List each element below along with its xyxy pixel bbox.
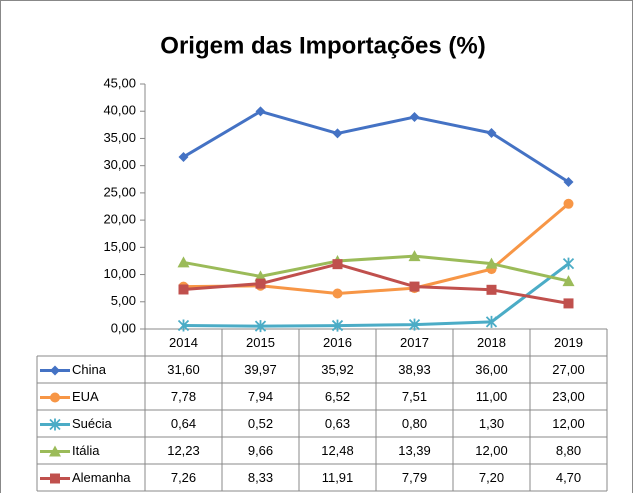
marker [563, 177, 574, 187]
legend-marker [49, 418, 61, 431]
table-value: 7,20 [479, 470, 504, 485]
x-tick-label: 2015 [246, 335, 275, 350]
x-tick-label: 2018 [477, 335, 506, 350]
table-value: 12,00 [552, 416, 585, 431]
legend-marker [50, 473, 60, 484]
table-value: 12,00 [475, 443, 508, 458]
marker [178, 284, 189, 295]
table-value: 6,52 [325, 389, 350, 404]
x-tick-label: 2019 [554, 335, 583, 350]
series-line [183, 254, 569, 283]
marker [332, 128, 343, 139]
table-value: 8,33 [248, 470, 273, 485]
y-tick-label: 25,00 [103, 184, 136, 199]
table-value: 7,78 [171, 389, 196, 404]
marker [562, 275, 575, 287]
y-tick-label: 15,00 [103, 239, 136, 254]
marker [178, 151, 189, 162]
table-value: 4,70 [556, 470, 581, 485]
table-value: 0,52 [248, 416, 273, 431]
marker [177, 256, 190, 268]
table-value: 7,51 [402, 389, 427, 404]
y-tick-label: 20,00 [103, 212, 136, 227]
y-tick-label: 40,00 [103, 103, 136, 118]
table-value: 13,39 [398, 443, 431, 458]
table-value: 9,66 [248, 443, 273, 458]
legend-label: China [72, 362, 107, 377]
table-value: 7,94 [248, 389, 273, 404]
marker [409, 112, 420, 123]
table-value: 0,80 [402, 416, 427, 431]
marker [255, 106, 266, 117]
marker [254, 320, 267, 333]
table-value: 35,92 [321, 362, 354, 377]
marker [331, 319, 344, 332]
table-value: 7,26 [171, 470, 196, 485]
marker [332, 288, 343, 299]
y-tick-label: 5,00 [111, 293, 136, 308]
marker [562, 257, 575, 270]
y-tick-label: 35,00 [103, 130, 136, 145]
series-line [183, 262, 569, 305]
table-value: 0,63 [325, 416, 350, 431]
legend-label: EUA [72, 389, 99, 404]
y-tick-label: 10,00 [103, 266, 136, 281]
legend-marker [50, 365, 60, 376]
table-value: 12,23 [167, 443, 200, 458]
table-value: 1,30 [479, 416, 504, 431]
legend-label: Itália [72, 443, 100, 458]
marker [486, 128, 497, 138]
marker [177, 319, 190, 332]
legend-label: Alemanha [72, 470, 131, 485]
table-value: 0,64 [171, 416, 196, 431]
marker [563, 198, 574, 209]
table-value: 38,93 [398, 362, 431, 377]
table-value: 36,00 [475, 362, 508, 377]
table-value: 8,80 [556, 443, 581, 458]
y-tick-label: 45,00 [103, 75, 136, 90]
table-value: 7,79 [402, 470, 427, 485]
table-value: 12,48 [321, 443, 354, 458]
table-value: 31,60 [167, 362, 200, 377]
chart-title: Origem das Importações (%) [160, 32, 485, 59]
marker [408, 318, 421, 331]
table-value: 39,97 [244, 362, 277, 377]
series-line [182, 109, 570, 184]
legend-label: Suécia [72, 416, 113, 431]
y-tick-label: 0,00 [111, 320, 136, 335]
table-value: 11,91 [322, 470, 354, 485]
marker [486, 284, 497, 295]
y-tick-label: 30,00 [103, 157, 136, 172]
series-line [183, 262, 570, 328]
marker [409, 281, 420, 292]
table-value: 11,00 [476, 389, 508, 404]
marker [485, 315, 498, 328]
x-tick-label: 2014 [169, 335, 198, 350]
marker [332, 259, 343, 270]
x-tick-label: 2017 [400, 335, 429, 350]
marker [255, 278, 266, 289]
table-value: 23,00 [552, 389, 585, 404]
legend-marker [50, 392, 60, 403]
marker [408, 250, 421, 262]
legend-marker [49, 445, 61, 457]
x-tick-label: 2016 [323, 335, 352, 350]
marker [563, 298, 574, 309]
marker [485, 257, 498, 269]
table-value: 27,00 [552, 362, 585, 377]
